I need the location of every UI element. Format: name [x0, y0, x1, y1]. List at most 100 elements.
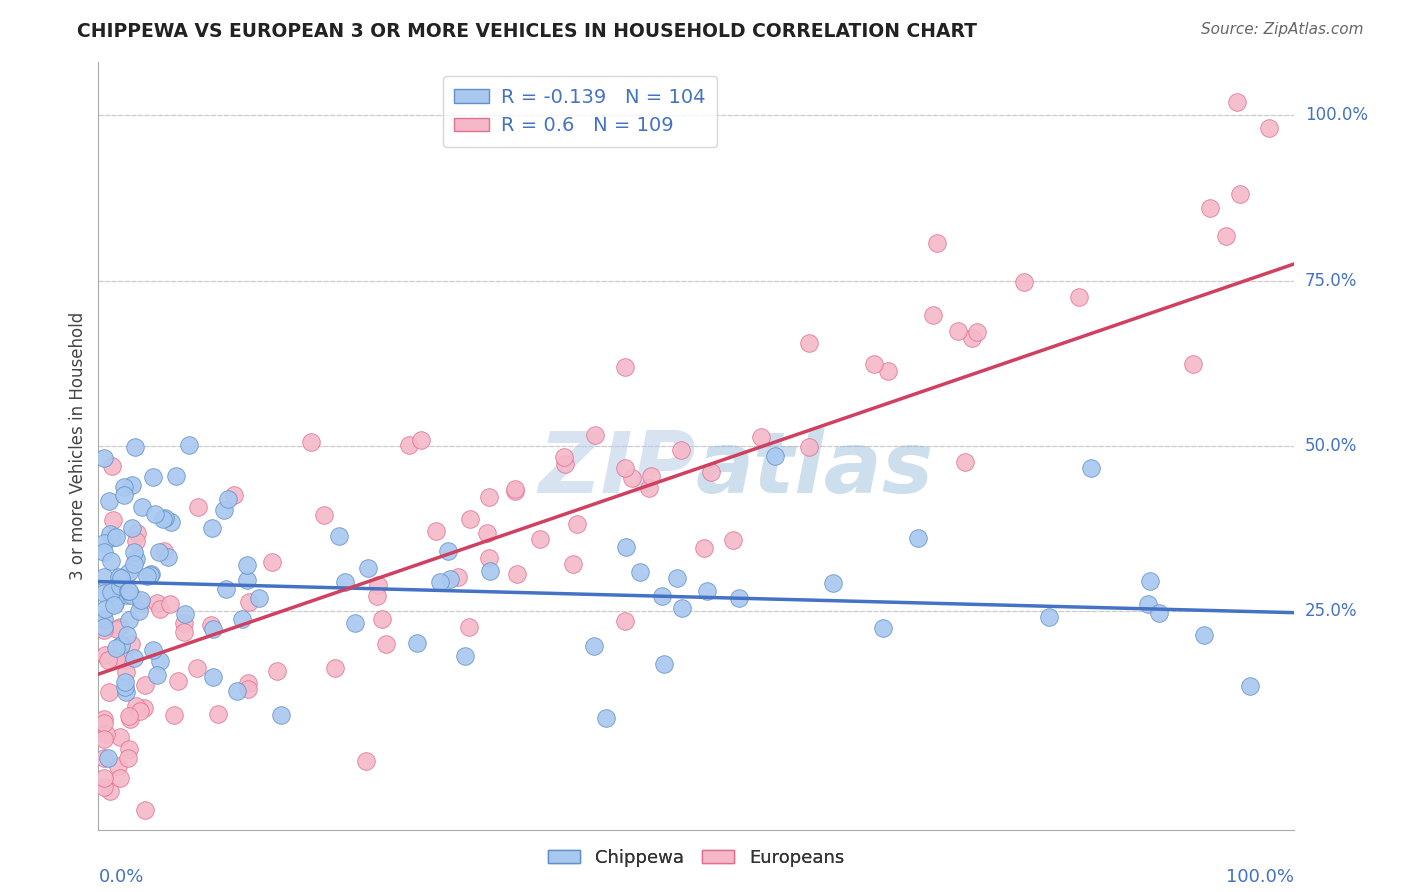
Text: CHIPPEWA VS EUROPEAN 3 OR MORE VEHICLES IN HOUSEHOLD CORRELATION CHART: CHIPPEWA VS EUROPEAN 3 OR MORE VEHICLES …: [77, 22, 977, 41]
Point: [117, 613, 139, 627]
Point: [115, 588, 138, 602]
Point: [105, 640, 128, 655]
Point: [93, 715, 115, 730]
Point: [727, 591, 749, 606]
Point: [146, 668, 169, 682]
Point: [301, 434, 323, 449]
Point: [872, 621, 894, 635]
Point: [966, 325, 988, 339]
Point: [207, 706, 229, 721]
Point: [582, 640, 605, 654]
Point: [98, 493, 121, 508]
Point: [157, 549, 180, 564]
Point: [447, 569, 470, 583]
Point: [562, 558, 585, 572]
Text: ZIP: ZIP: [538, 427, 696, 510]
Point: [344, 615, 367, 630]
Point: [132, 701, 155, 715]
Point: [638, 481, 661, 495]
Point: [131, 593, 153, 607]
Point: [93, 569, 115, 583]
Point: [118, 583, 141, 598]
Point: [138, 567, 160, 582]
Point: [98, 526, 121, 541]
Point: [700, 466, 723, 480]
Point: [125, 526, 148, 541]
Point: [226, 684, 249, 698]
Point: [1014, 275, 1036, 289]
Point: [131, 500, 153, 514]
Point: [821, 576, 844, 591]
Point: [103, 598, 125, 612]
Point: [654, 657, 676, 671]
Point: [1149, 606, 1171, 620]
Point: [374, 637, 396, 651]
Point: [238, 682, 260, 697]
Point: [135, 568, 157, 582]
Point: [693, 541, 716, 556]
Point: [554, 457, 576, 471]
Point: [134, 678, 156, 692]
Point: [200, 618, 222, 632]
Point: [100, 458, 122, 473]
Point: [107, 758, 129, 772]
Point: [94, 602, 117, 616]
Point: [125, 533, 148, 548]
Point: [129, 596, 152, 610]
Point: [613, 360, 636, 375]
Point: [110, 574, 132, 588]
Point: [437, 543, 460, 558]
Point: [907, 531, 929, 545]
Point: [173, 615, 195, 630]
Point: [217, 492, 239, 507]
Point: [201, 521, 224, 535]
Point: [212, 503, 235, 517]
Y-axis label: 3 or more Vehicles in Household: 3 or more Vehicles in Household: [69, 312, 87, 580]
Point: [142, 470, 165, 484]
Point: [115, 665, 138, 679]
Point: [122, 651, 145, 665]
Point: [429, 574, 451, 589]
Point: [93, 586, 115, 600]
Point: [124, 440, 146, 454]
Point: [121, 478, 143, 492]
Point: [960, 331, 983, 345]
Point: [117, 751, 139, 765]
Point: [153, 543, 176, 558]
Point: [640, 469, 662, 483]
Point: [613, 460, 636, 475]
Text: 25.0%: 25.0%: [1305, 602, 1357, 620]
Point: [186, 660, 208, 674]
Point: [98, 685, 121, 699]
Point: [955, 455, 977, 469]
Point: [595, 711, 617, 725]
Point: [370, 612, 392, 626]
Text: Source: ZipAtlas.com: Source: ZipAtlas.com: [1201, 22, 1364, 37]
Point: [425, 524, 447, 538]
Point: [97, 751, 120, 765]
Point: [366, 589, 388, 603]
Point: [863, 358, 886, 372]
Point: [1239, 679, 1261, 693]
Point: [565, 516, 588, 531]
Point: [406, 636, 429, 650]
Point: [1198, 201, 1220, 215]
Point: [356, 754, 378, 768]
Point: [93, 623, 115, 637]
Point: [114, 653, 136, 667]
Point: [925, 236, 948, 251]
Point: [266, 664, 288, 678]
Point: [236, 676, 259, 690]
Point: [104, 652, 127, 666]
Point: [174, 607, 197, 622]
Point: [142, 642, 165, 657]
Point: [118, 565, 141, 579]
Point: [202, 622, 225, 636]
Point: [877, 364, 900, 378]
Point: [122, 557, 145, 571]
Point: [458, 512, 481, 526]
Point: [104, 596, 127, 610]
Point: [173, 624, 195, 639]
Point: [141, 566, 163, 581]
Point: [100, 554, 122, 568]
